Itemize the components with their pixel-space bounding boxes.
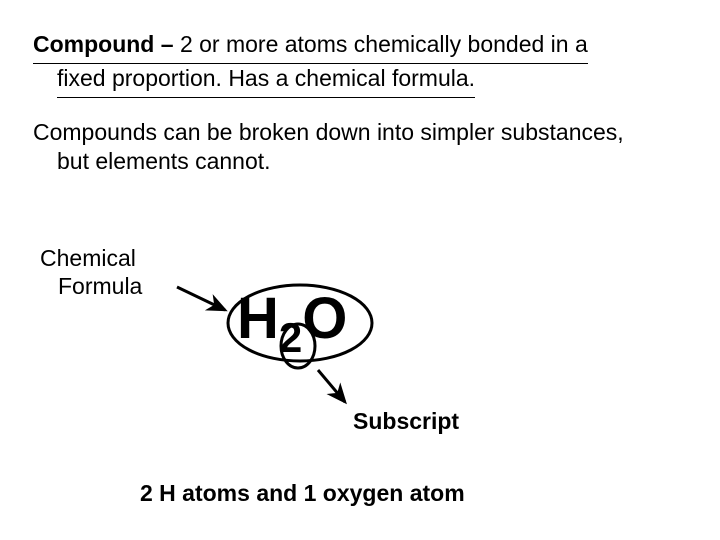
formula-subscript: 2 — [279, 314, 302, 361]
arrow-to-subscript — [318, 370, 345, 402]
chemical-formula-label-line1: Chemical — [40, 245, 136, 271]
definition-body-line2: fixed proportion. Has a chemical formula… — [57, 65, 475, 91]
atoms-count-line: 2 H atoms and 1 oxygen atom — [140, 480, 465, 507]
arrow-to-formula — [177, 287, 225, 310]
chemical-formula-label-line2: Formula — [58, 273, 142, 299]
breakdown-line1: Compounds can be broken down into simple… — [33, 119, 624, 145]
formula-element-2: O — [302, 286, 347, 351]
slide: Compound – 2 or more atoms chemically bo… — [0, 0, 720, 540]
definition-body-line1: 2 or more atoms chemically bonded in a — [180, 31, 588, 57]
formula-element-1: H — [237, 286, 279, 351]
breakdown-line2: but elements cannot. — [57, 148, 271, 174]
definition-paragraph: Compound – 2 or more atoms chemically bo… — [33, 30, 683, 98]
subscript-label: Subscript — [353, 408, 459, 435]
chemical-formula: H2O — [237, 285, 347, 352]
chemical-formula-label: Chemical Formula — [40, 245, 142, 300]
definition-term: Compound – — [33, 31, 180, 57]
breakdown-paragraph: Compounds can be broken down into simple… — [33, 118, 703, 176]
